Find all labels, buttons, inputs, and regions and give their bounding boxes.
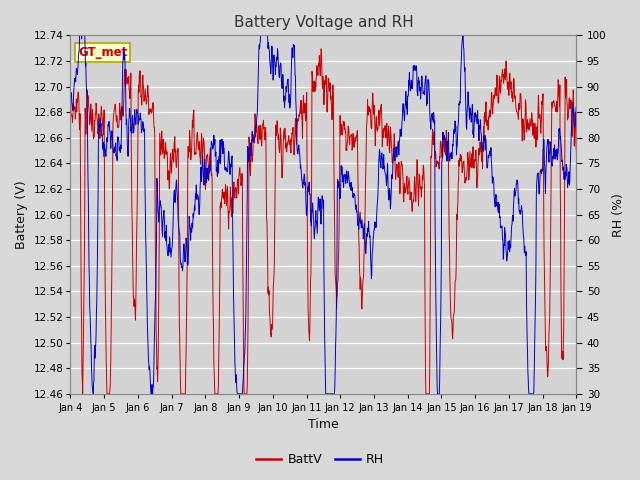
Text: GT_met: GT_met <box>78 46 127 59</box>
Legend: BattV, RH: BattV, RH <box>251 448 389 471</box>
X-axis label: Time: Time <box>308 419 339 432</box>
Y-axis label: RH (%): RH (%) <box>612 192 625 237</box>
Y-axis label: Battery (V): Battery (V) <box>15 180 28 249</box>
Title: Battery Voltage and RH: Battery Voltage and RH <box>234 15 413 30</box>
